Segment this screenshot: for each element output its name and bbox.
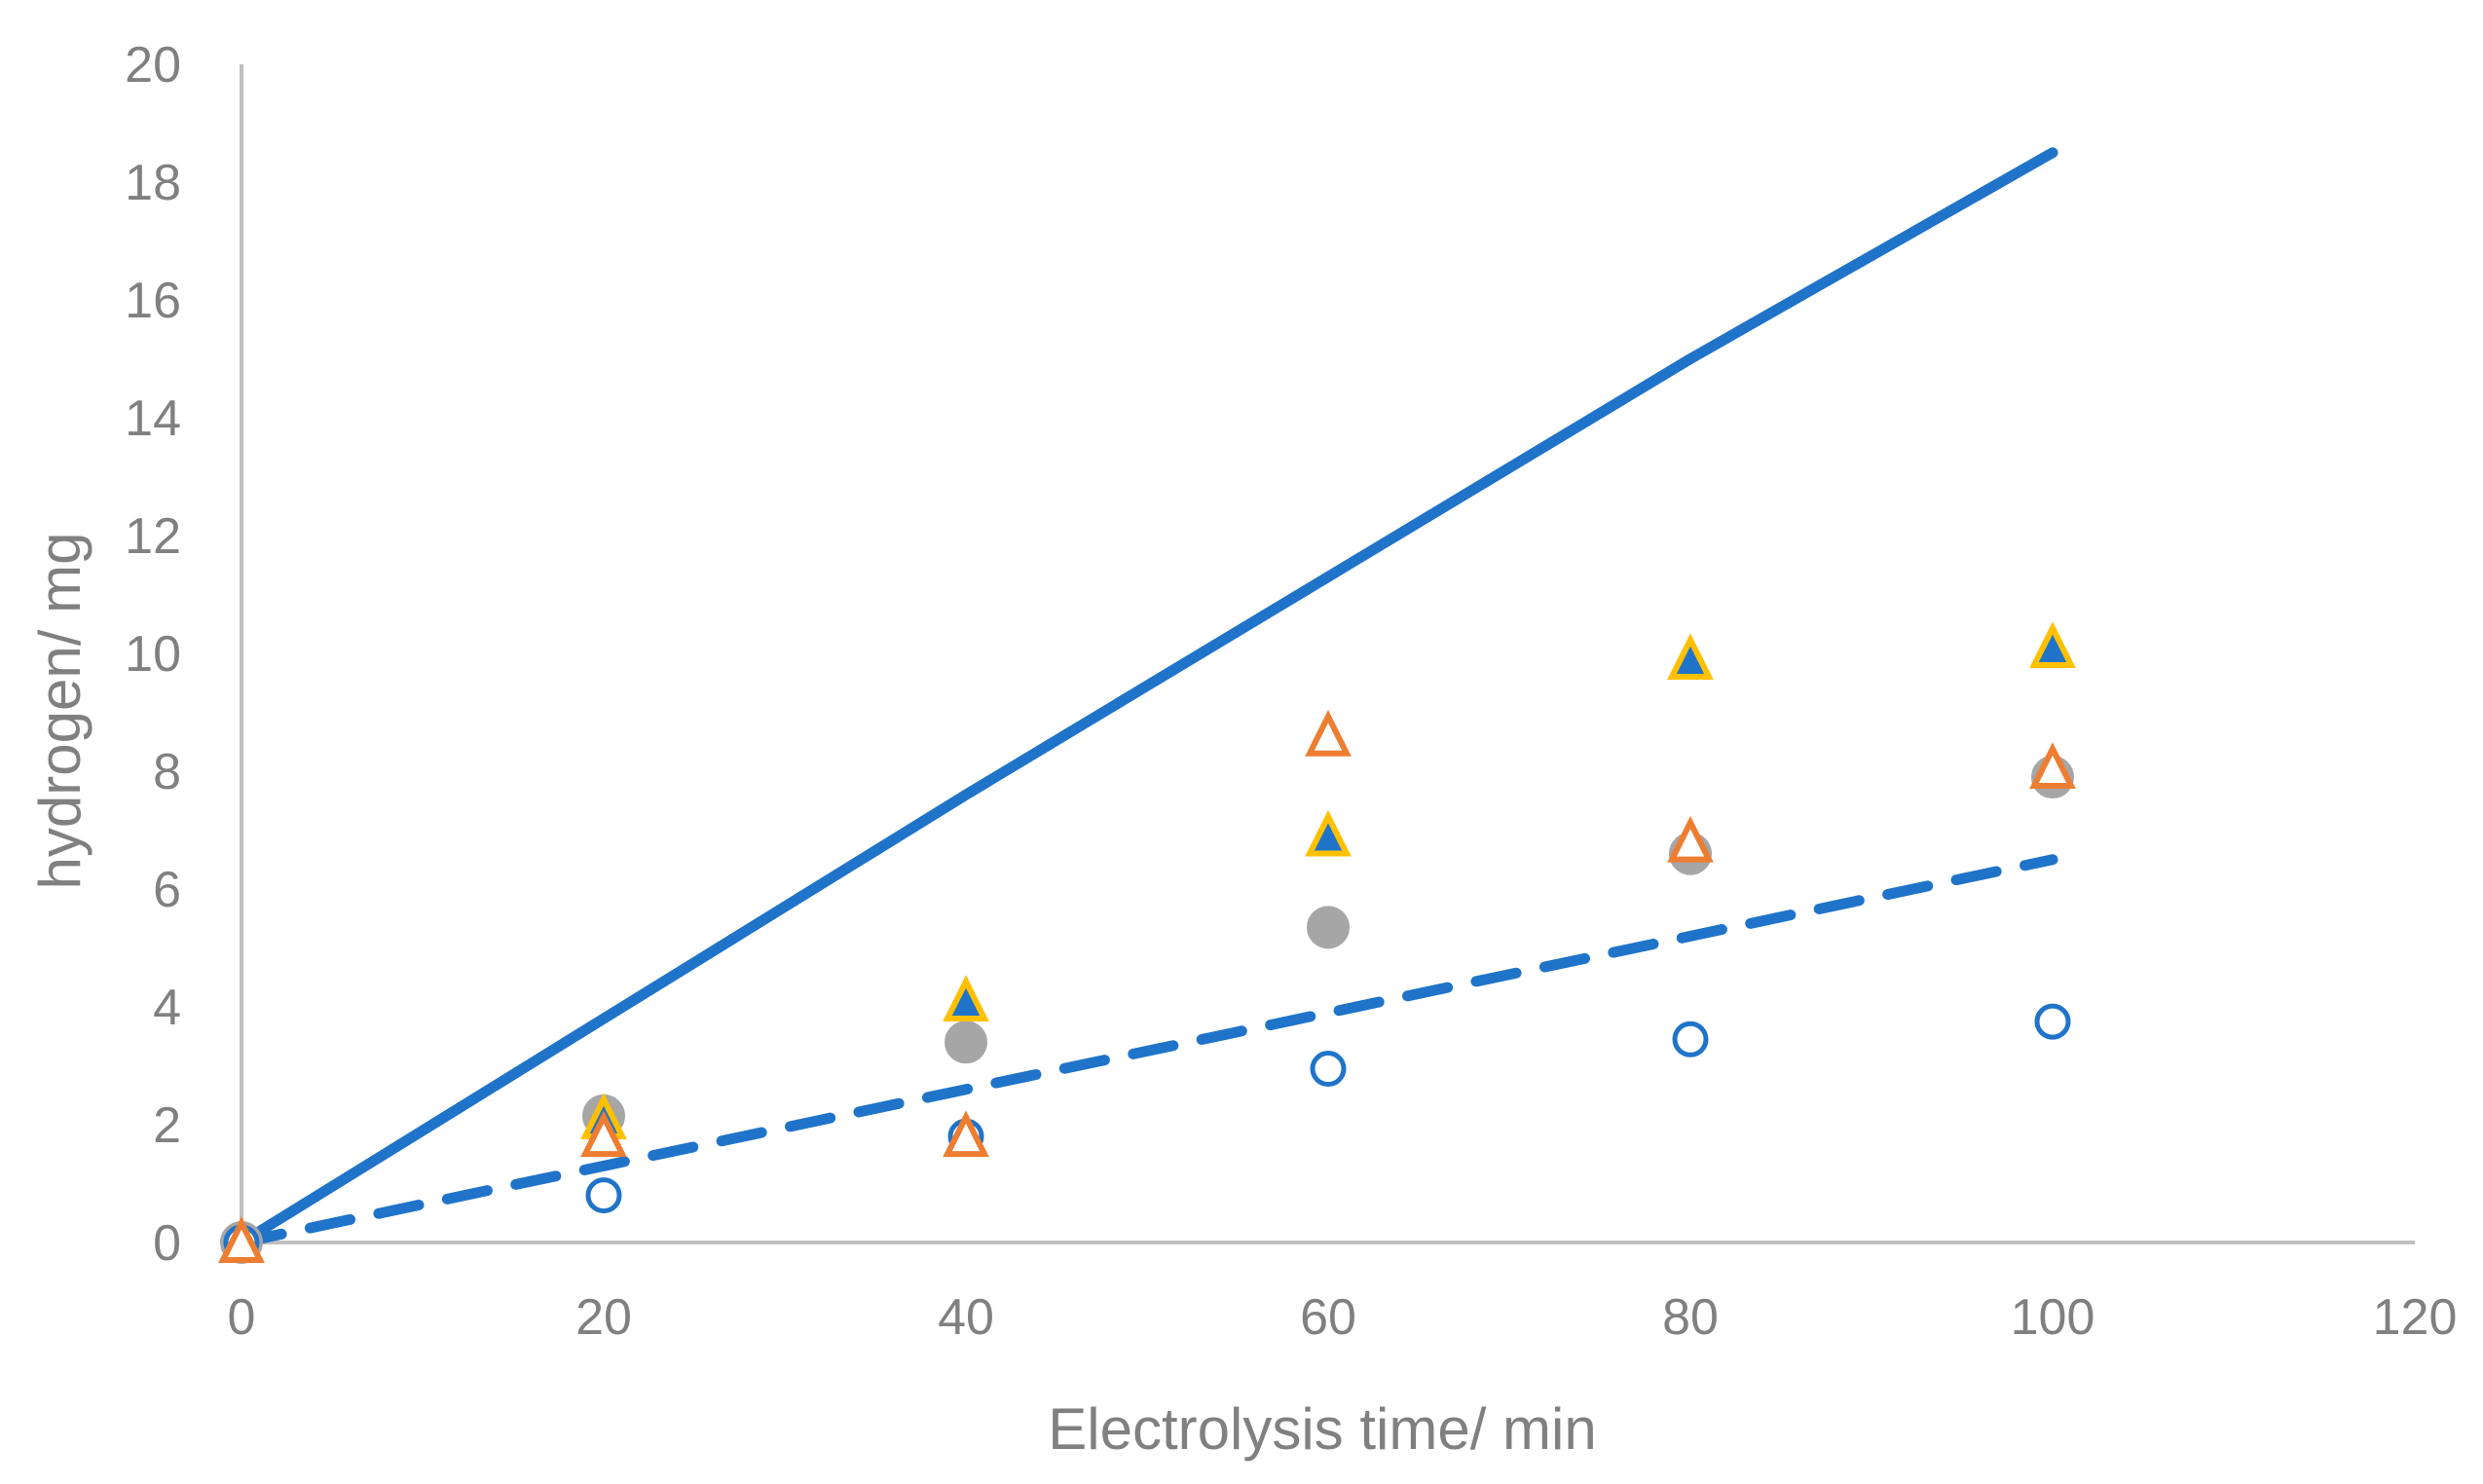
x-tick-label: 100 — [2011, 1289, 2095, 1346]
y-tick-label: 2 — [153, 1097, 181, 1154]
markers-group — [218, 621, 2076, 1264]
dashed-trend-line — [236, 854, 2058, 1248]
y-tick-label: 14 — [125, 390, 181, 447]
orange-triangle-point — [218, 1216, 265, 1263]
x-tick-label: 0 — [228, 1289, 256, 1346]
x-tick-label: 60 — [1300, 1289, 1356, 1346]
y-axis-title: hydrogen/ mg — [27, 533, 93, 890]
x-tick-label: 40 — [938, 1289, 994, 1346]
blue-triangle-point — [2029, 621, 2076, 668]
x-tick-label: 80 — [1662, 1289, 1719, 1346]
orange-triangle-point — [2029, 742, 2076, 789]
x-tick-label: 20 — [575, 1289, 632, 1346]
blue-triangle-point — [1667, 633, 1714, 681]
x-tick-label: 120 — [2373, 1289, 2458, 1346]
y-tick-label: 18 — [125, 155, 181, 211]
gray-circle-point — [1307, 906, 1350, 949]
y-tick-label: 16 — [125, 273, 181, 329]
blue-triangle-point — [943, 975, 989, 1021]
y-tick-label: 12 — [125, 508, 181, 565]
orange-triangle-point — [1667, 815, 1714, 863]
solid-trend-line — [236, 147, 2058, 1248]
blue-open-circle-point — [1672, 1020, 1709, 1057]
lines-group — [236, 147, 2058, 1248]
x-axis-title: Electrolysis time/ min — [1048, 1396, 1596, 1462]
axes-group: 0 2 4 6 8 10 12 14 16 18 20 0 20 40 60 80 100 120 — [125, 37, 2457, 1346]
y-tick-label: 10 — [125, 626, 181, 683]
blue-triangle-point — [1305, 809, 1352, 857]
y-tick-label: 4 — [153, 980, 181, 1036]
y-tick-label: 6 — [153, 862, 181, 918]
orange-triangle-point — [943, 1110, 989, 1158]
y-tick-label: 8 — [153, 744, 181, 800]
orange-triangle-point — [1305, 709, 1352, 757]
blue-open-circle-point — [585, 1177, 622, 1214]
gray-circle-point — [945, 1020, 987, 1064]
blue-open-circle-point — [2034, 1003, 2071, 1040]
orange-triangle-point — [580, 1110, 627, 1158]
blue-open-circle-point — [1310, 1051, 1347, 1088]
y-tick-label: 20 — [125, 37, 181, 93]
y-tick-label: 0 — [153, 1215, 181, 1272]
